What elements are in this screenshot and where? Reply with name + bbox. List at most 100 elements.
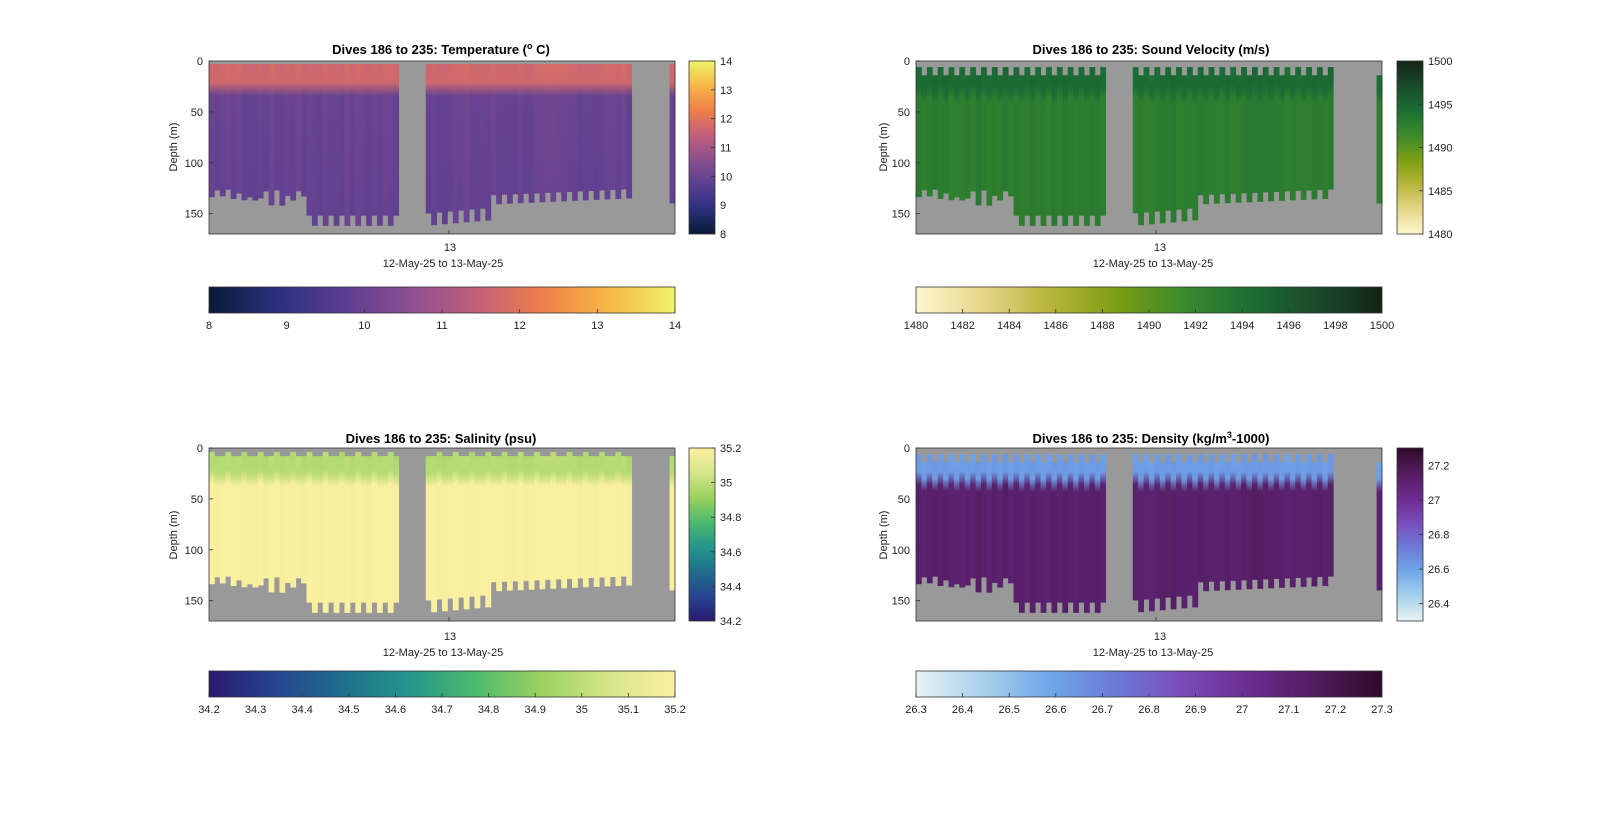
dive-profile-column [588,456,595,578]
dive-profile-column [1192,75,1199,221]
dive-profile-column [1214,75,1220,204]
heatmap-plot [915,447,1383,622]
dive-profile-column [339,452,345,603]
colorbar-gradient [688,447,716,622]
y-tick-label: 50 [898,494,910,506]
colorbar-tick-label: 27.2 [1428,460,1449,472]
colorbar-tick-label: 35 [720,478,732,490]
dive-profile-column [550,452,557,589]
dive-profile-column [1132,67,1139,214]
dive-profile-column [1376,462,1383,591]
y-axis-ticks: 0 50 100 150 [185,443,450,621]
colorbar-tick-label: 13 [720,85,732,97]
dive-profile-column [1062,462,1069,613]
dive-profile-column [1246,75,1253,203]
colorbar-tick-label: 1500 [1370,320,1394,332]
dive-profile-column [263,64,270,192]
dive-profile-column [964,462,971,586]
x-axis-label: 12-May-25 to 13-May-25 [1093,647,1213,659]
dive-profile-column [328,456,335,603]
dive-profile-column [975,75,982,206]
panel-temperature: Dives 186 to 235: Temperature (o C) 0 50 1… [168,41,732,332]
dive-profile-column [1029,75,1036,226]
colorbar-tick-label: 1485 [1428,186,1452,198]
dive-profile-column [975,462,982,593]
y-tick-label: 100 [185,545,203,557]
dive-profile-column [1040,462,1047,613]
dive-profile-column [219,456,226,584]
dive-profile-column [620,64,627,190]
y-tick-label: 0 [904,56,910,68]
dive-profile-column [555,456,562,580]
plot-frame [208,60,676,235]
dive-profile-column [539,64,546,203]
dive-profile-column [1051,75,1058,226]
dive-profile-column [339,64,345,216]
heatmap-plot [208,447,676,622]
dive-profile-column [317,64,324,216]
dive-profile-column [620,456,627,577]
colorbar-gradient [1396,60,1424,235]
colorbar-tick-label: 1494 [1230,320,1254,332]
dive-profile-column [1100,67,1107,216]
dive-profile-column [236,456,242,581]
dive-profile-column [615,452,622,586]
dive-profile-column [1094,462,1101,613]
dive-profile-column [290,452,297,588]
dive-profile-column [1024,454,1031,603]
dive-profile-column [981,67,987,191]
y-tick-label: 0 [197,443,203,455]
dive-profile-column [626,456,633,586]
dive-profile-column [225,452,232,577]
colorbar-tick-label: 10 [720,171,732,183]
dive-profile-column [544,64,551,193]
dive-profile-column [469,452,475,597]
dive-profile-column [463,64,470,223]
dive-profile-column [1138,75,1144,226]
dive-profile-column [1284,454,1291,579]
y-axis-ticks: 0 50 100 150 [185,56,450,234]
colorbar-tick-label: 26.4 [1428,599,1449,611]
colorbar-tick-label: 1490 [1428,143,1452,155]
dive-profile-column [669,64,676,204]
dive-profile-column [1268,75,1275,202]
dive-profile-column [1035,67,1042,216]
dive-profile-column [1170,462,1177,610]
colorbar-tick-label: 11 [720,143,731,155]
colorbar-tick-label: 26.7 [1092,704,1113,716]
y-axis-label: Depth (m) [168,511,180,560]
dive-profile-column [485,64,492,221]
dive-profile-column [523,456,530,581]
dive-profile-column [306,452,313,603]
dive-profile-column [252,456,259,588]
dive-profile-column [1327,67,1334,190]
dive-profile-column [981,454,987,578]
panel-title: Dives 186 to 235: Density (kg/m3-1000) [1033,430,1270,446]
dive-profile-column [328,64,335,216]
colorbar-tick-label: 8 [720,229,726,241]
dive-profile-column [1376,75,1383,204]
dive-profile-column [582,452,589,588]
dive-profile-column [322,452,329,613]
dive-profile-column [1018,75,1025,226]
dive-profile-column [599,64,605,191]
dive-profile-column [360,456,367,603]
dive-profile-column [566,64,573,192]
dive-profile-column [1306,67,1312,191]
dive-profile-column [1024,67,1031,216]
dive-profile-column [1013,454,1020,603]
colorbar-tick-label: 1495 [1428,99,1452,111]
dive-profile-column [577,64,584,192]
dive-profile-column [921,462,928,578]
x-tick-label: 13 [444,242,456,254]
colorbar-tick-label: 34.3 [245,704,266,716]
dive-profile-column [1035,454,1042,603]
dive-profile-column [1100,454,1107,603]
dive-profile-column [257,64,264,199]
dive-profile-column [1083,75,1090,226]
dive-profile-column [1289,75,1296,201]
dive-profile-column [209,64,215,198]
dive-profile-column [1002,454,1009,579]
dive-profile-column [1067,67,1074,216]
